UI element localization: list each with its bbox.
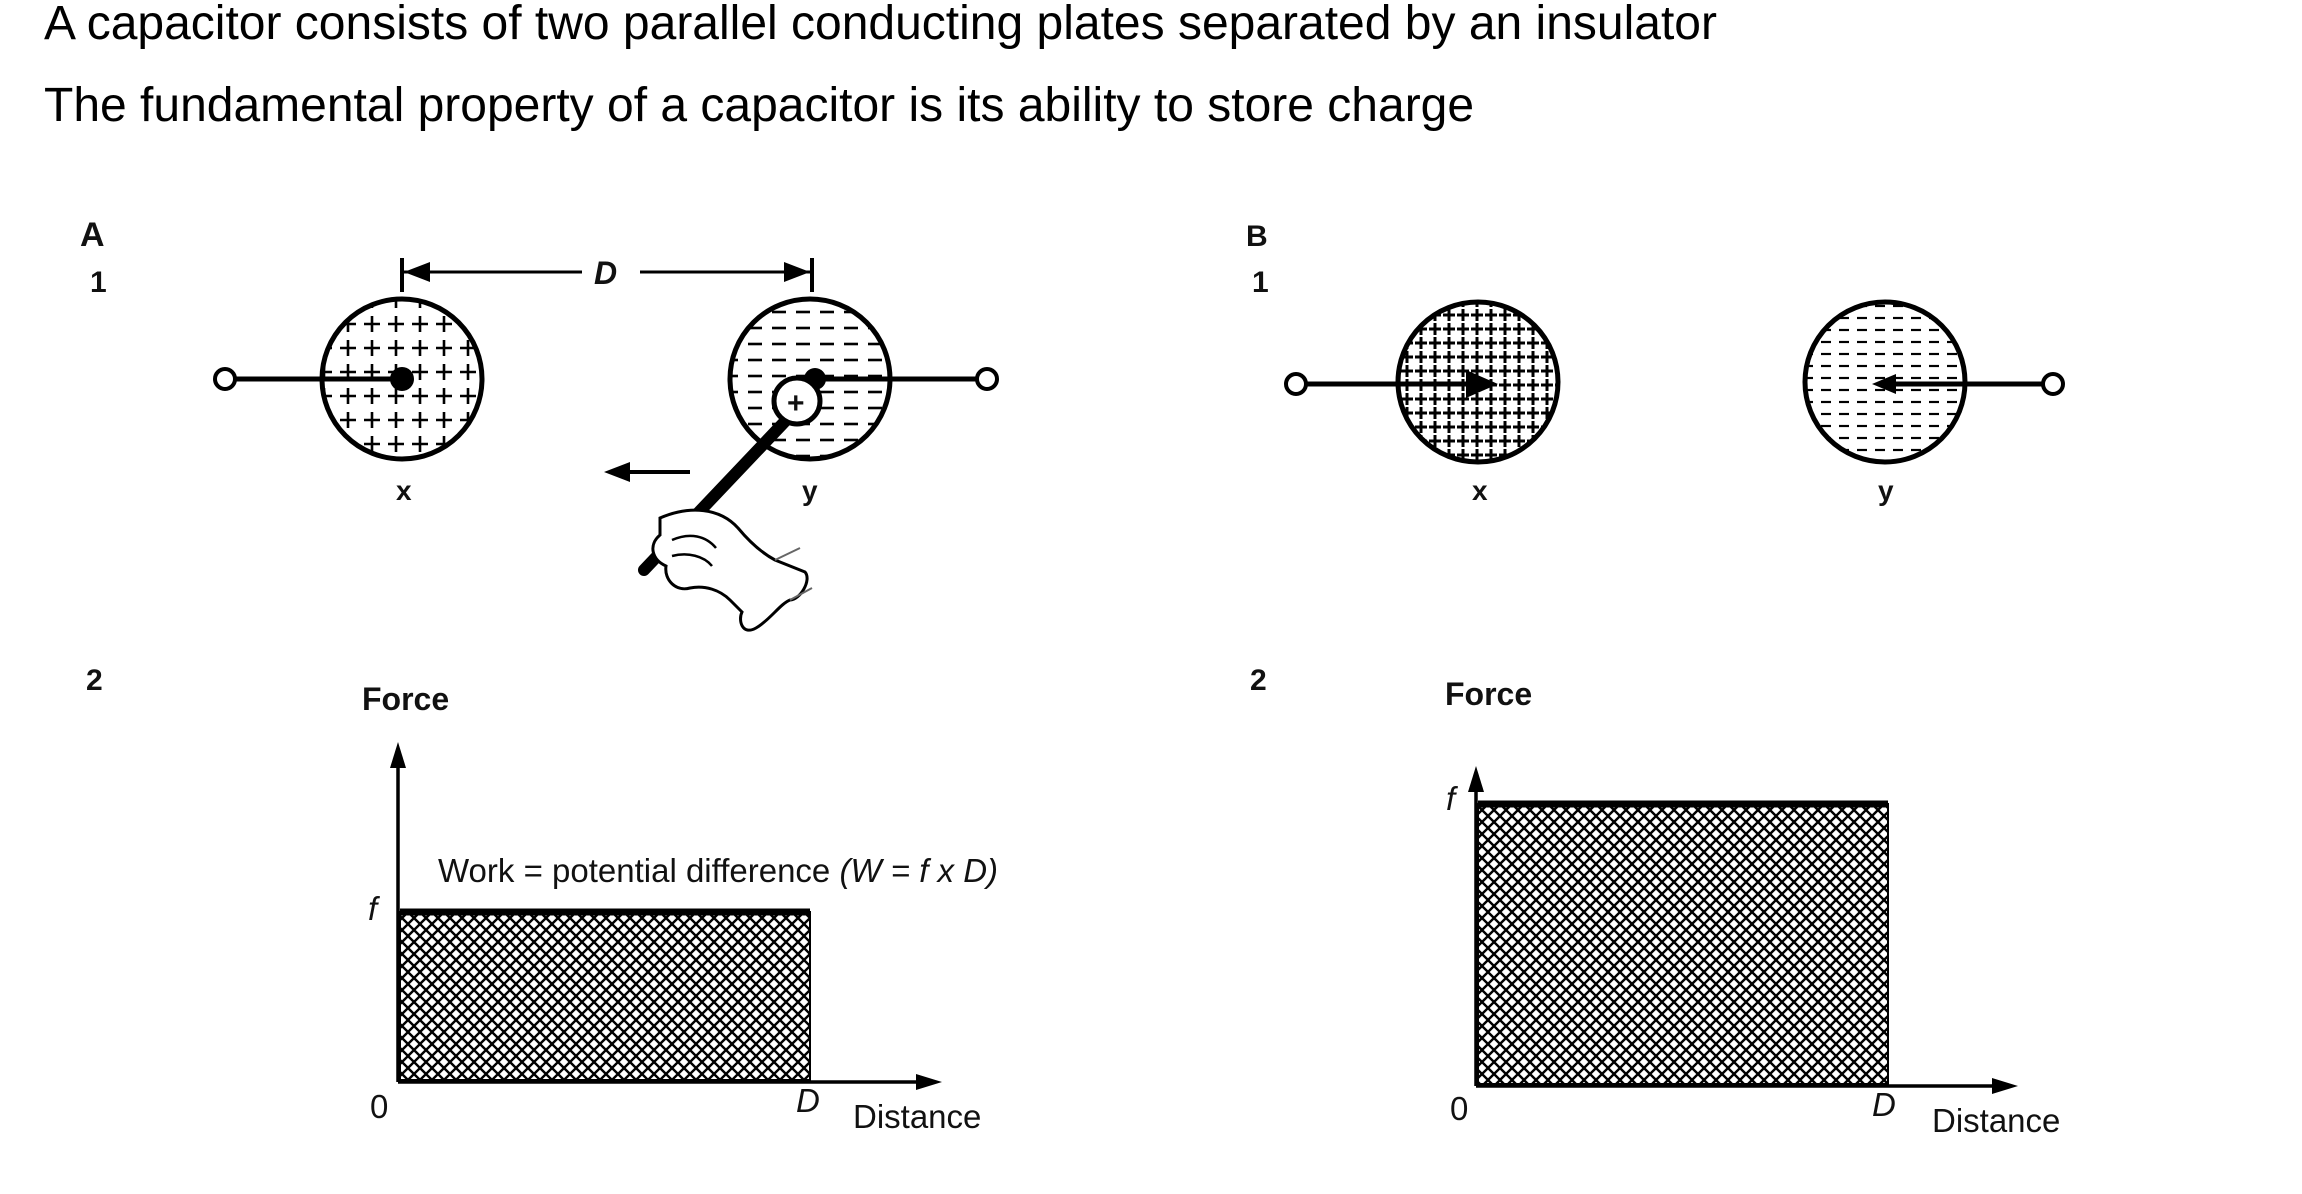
f-label-b: f: [1446, 780, 1459, 817]
work-annotation: Work = potential difference (W = f x D): [438, 852, 998, 889]
panel-a-letter: A: [80, 216, 105, 254]
heading-line-1: A capacitor consists of two parallel con…: [44, 0, 1717, 50]
distance-label: D: [594, 255, 617, 291]
panel-b-letter: B: [1246, 220, 1268, 253]
work-area-b: [1477, 803, 1889, 1085]
work-formula: (W = f x D): [839, 852, 998, 889]
sphere-y-label: y: [802, 475, 818, 506]
heading-line-2: The fundamental property of a capacitor …: [44, 79, 1475, 132]
terminal-by: [2041, 372, 2065, 396]
terminal-x: [213, 367, 237, 391]
d-label-b: D: [1872, 1086, 1896, 1123]
panel-a-sphere-x: x: [213, 296, 485, 506]
sphere-by-label: y: [1878, 475, 1894, 506]
probe-charge: [771, 375, 823, 427]
panel-a: A 1 2 x D y: [80, 216, 999, 1135]
probe-charge-sign: +: [787, 387, 805, 420]
work-rest: = potential difference: [524, 852, 831, 889]
panel-a-graph: Force f 0 D Distance Work = potential di…: [362, 681, 998, 1135]
zero-label-b: 0: [1450, 1090, 1468, 1127]
force-axis-label: Force: [362, 681, 449, 717]
panel-b-sphere-y: y: [1802, 299, 2065, 506]
panel-b-row1-label: 1: [1252, 266, 1269, 299]
probe-charge-assembly: +: [604, 375, 823, 632]
panel-a-sphere-y: y: [727, 296, 999, 506]
panel-a-row2-label: 2: [86, 664, 103, 697]
panel-b-sphere-x: x: [1284, 299, 1561, 506]
panel-b-graph: Force f 0 D Distance: [1445, 676, 2060, 1139]
distance-dimension: D: [400, 255, 814, 292]
terminal-bx: [1284, 372, 1308, 396]
sphere-x-center: [390, 367, 414, 391]
panel-b: B 1 2 x y Force f: [1246, 220, 2065, 1139]
panel-a-row1-label: 1: [90, 266, 107, 299]
terminal-y: [975, 367, 999, 391]
sphere-bx-label: x: [1472, 475, 1488, 506]
force-axis-label-b: Force: [1445, 676, 1532, 712]
d-label: D: [796, 1082, 820, 1119]
hand-icon: [651, 508, 809, 632]
f-label: f: [368, 890, 381, 927]
sphere-x-label: x: [396, 475, 412, 506]
zero-label: 0: [370, 1088, 388, 1125]
distance-axis-label: Distance: [853, 1098, 981, 1135]
distance-axis-label-b: Distance: [1932, 1102, 2060, 1139]
work-word: Work: [438, 852, 515, 889]
panel-b-row2-label: 2: [1250, 664, 1267, 697]
work-area: [399, 911, 811, 1081]
